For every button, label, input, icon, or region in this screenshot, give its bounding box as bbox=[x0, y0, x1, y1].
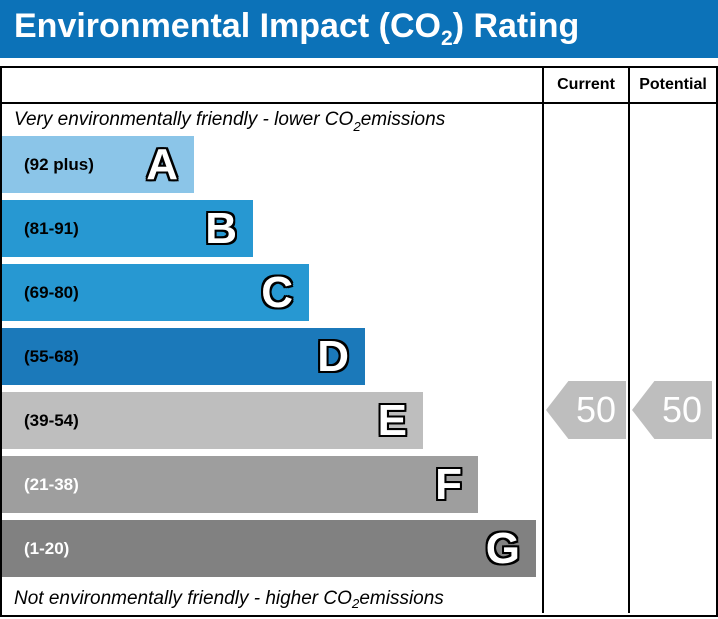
title-bar: Environmental Impact (CO2) Rating bbox=[0, 0, 718, 58]
table-header-row: Current Potential bbox=[2, 68, 716, 104]
potential-column-header: Potential bbox=[628, 68, 716, 102]
page-title: Environmental Impact (CO2) Rating bbox=[14, 7, 580, 50]
current-rating-arrow: 50 bbox=[546, 381, 626, 439]
band-c: (69-80) C bbox=[2, 264, 309, 321]
band-a: (92 plus) A bbox=[2, 136, 194, 193]
band-b-letter: B bbox=[205, 203, 237, 253]
band-d: (55-68) D bbox=[2, 328, 365, 385]
bands-column: Very environmentally friendly - lower CO… bbox=[2, 104, 542, 613]
band-f-range: (21-38) bbox=[24, 474, 79, 494]
current-column-header: Current bbox=[542, 68, 628, 102]
rating-table: Current Potential Very environmentally f… bbox=[0, 66, 718, 617]
band-d-range: (55-68) bbox=[24, 346, 79, 366]
potential-column: 50 bbox=[628, 104, 716, 613]
current-rating-value: 50 bbox=[575, 389, 617, 430]
top-caption: Very environmentally friendly - lower CO… bbox=[14, 109, 446, 134]
band-a-letter: A bbox=[146, 139, 178, 189]
header-spacer bbox=[2, 68, 542, 102]
band-g: (1-20) G bbox=[2, 520, 536, 577]
current-column: 50 bbox=[542, 104, 628, 613]
potential-rating-arrow: 50 bbox=[632, 381, 712, 439]
band-c-range: (69-80) bbox=[24, 282, 79, 302]
bottom-caption: Not environmentally friendly - higher CO… bbox=[14, 587, 444, 612]
band-g-range: (1-20) bbox=[24, 538, 70, 558]
title-subscript: 2 bbox=[440, 26, 453, 50]
band-g-letter: G bbox=[485, 523, 520, 573]
band-d-letter: D bbox=[317, 331, 349, 381]
band-f: (21-38) F bbox=[2, 456, 478, 513]
band-e-letter: E bbox=[377, 395, 407, 445]
band-f-letter: F bbox=[435, 459, 462, 509]
band-a-range: (92 plus) bbox=[24, 154, 94, 174]
band-e: (39-54) E bbox=[2, 392, 423, 449]
band-b: (81-91) B bbox=[2, 200, 253, 257]
table-body: Very environmentally friendly - lower CO… bbox=[2, 104, 716, 613]
band-b-range: (81-91) bbox=[24, 218, 79, 238]
potential-rating-value: 50 bbox=[661, 389, 703, 430]
band-c-letter: C bbox=[261, 267, 293, 317]
band-e-range: (39-54) bbox=[24, 410, 79, 430]
